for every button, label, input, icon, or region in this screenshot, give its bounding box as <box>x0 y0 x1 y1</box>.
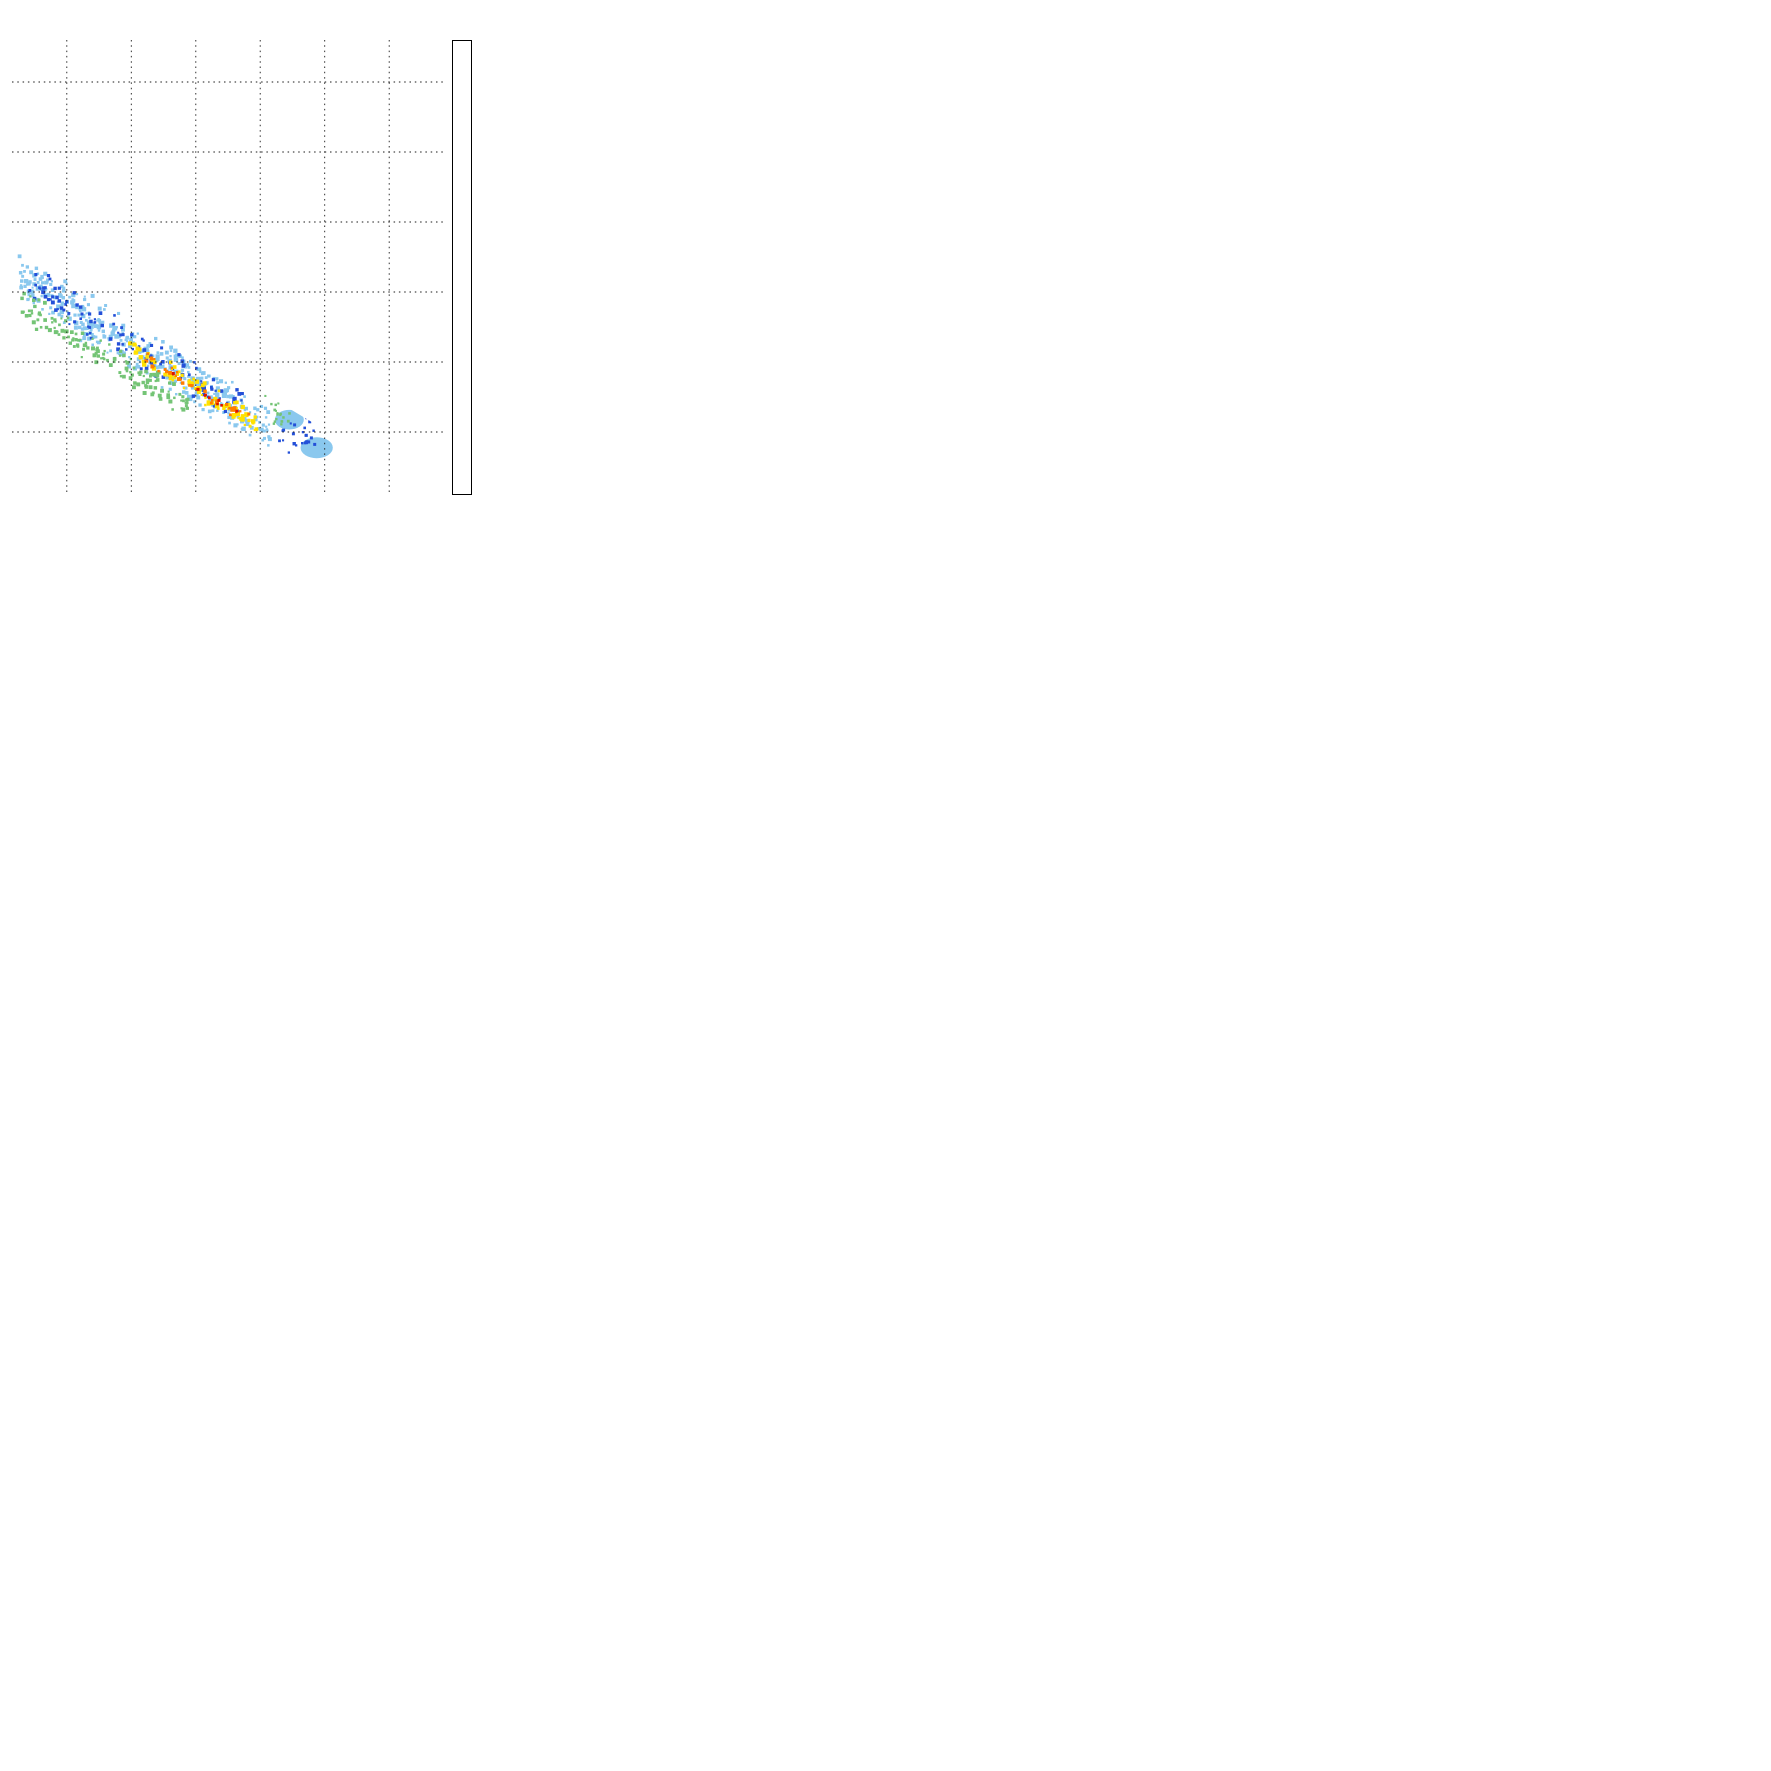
data-layer <box>17 254 333 459</box>
colorbar <box>452 40 472 495</box>
panel-a <box>8 30 531 560</box>
map-plot <box>12 40 444 495</box>
panel-grid <box>8 30 1577 1620</box>
graticule-gridlines <box>12 40 444 495</box>
